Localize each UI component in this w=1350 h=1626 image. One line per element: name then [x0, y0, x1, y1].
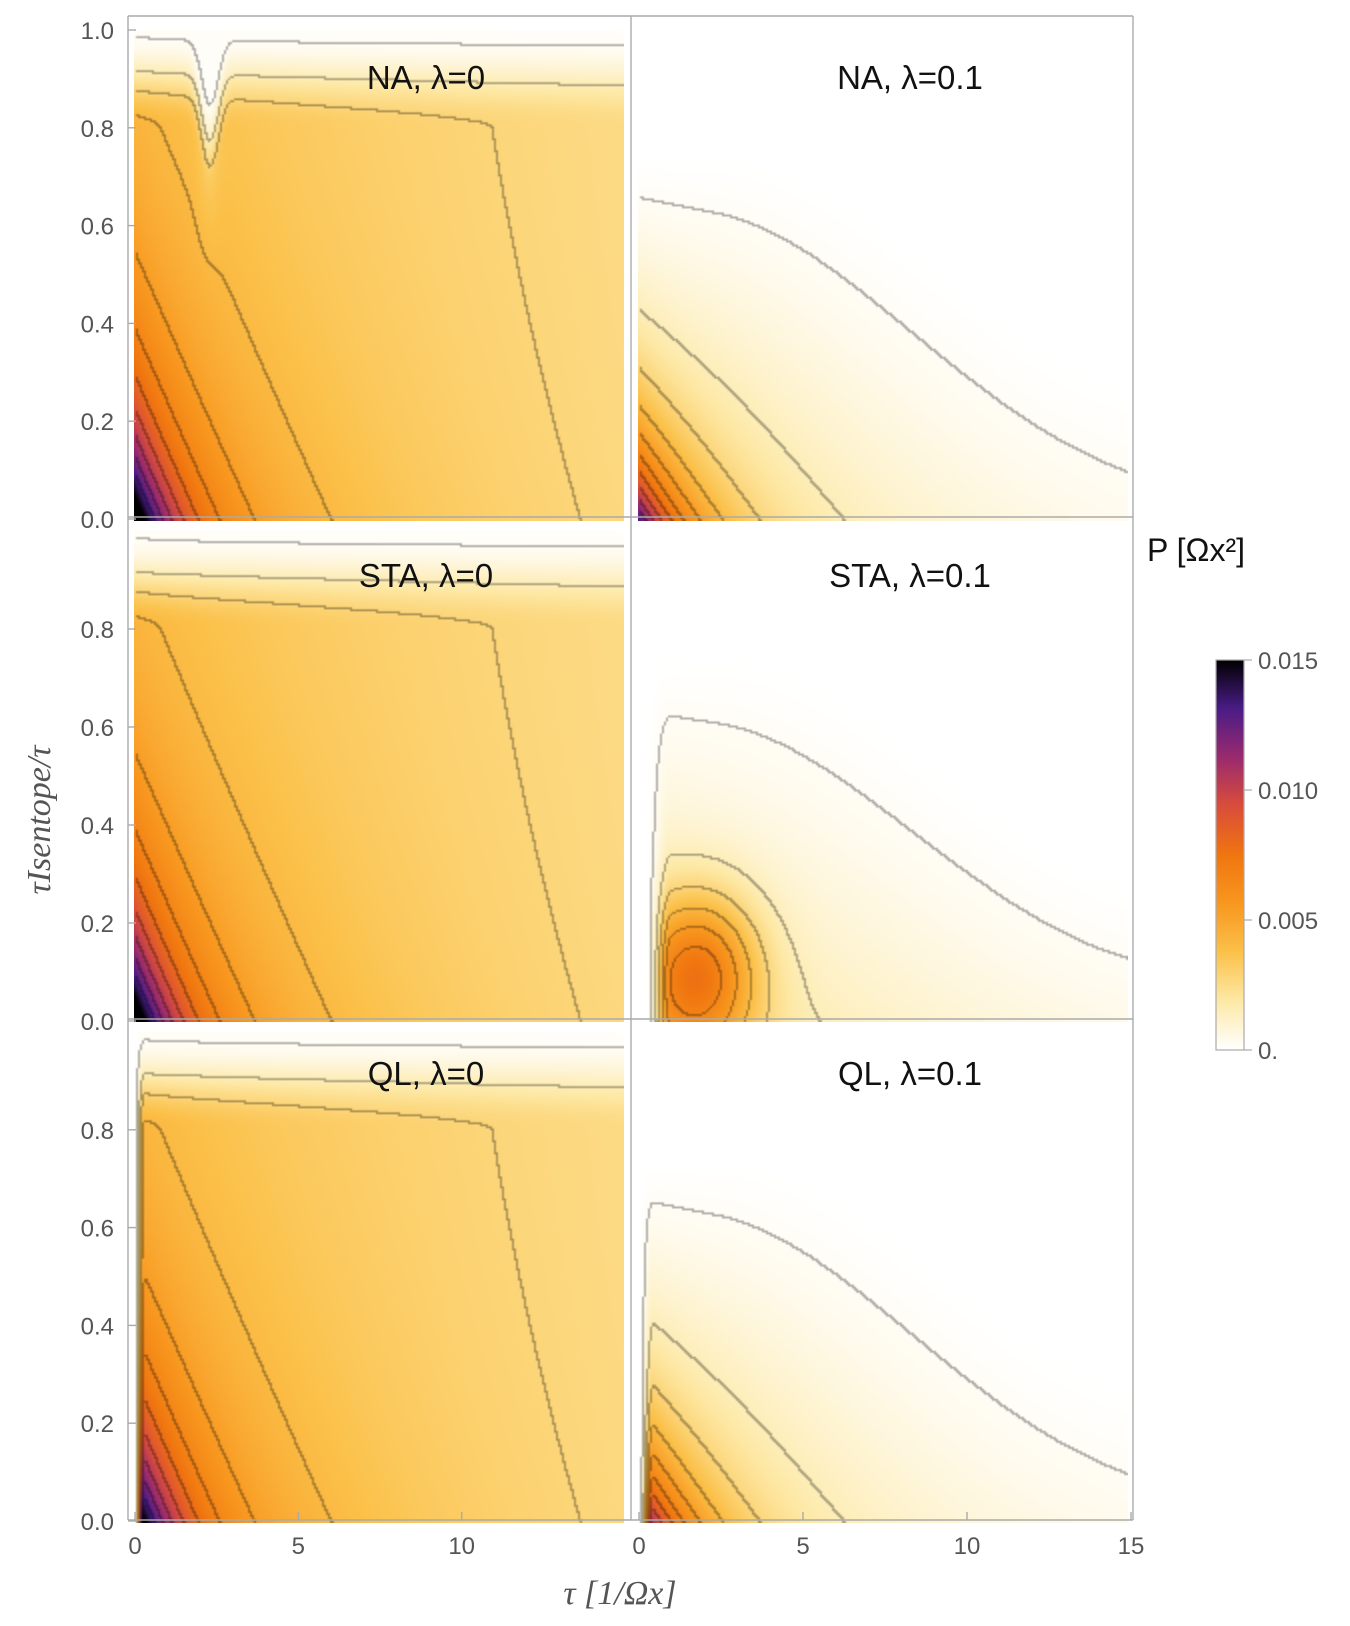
x-tick-label-left-1: 5: [292, 1533, 305, 1560]
y-tick-label-r2-1: 0.2: [81, 1411, 114, 1438]
y-tick-label-r2-2: 0.4: [81, 1313, 114, 1340]
y-tick-label-r0-2: 0.4: [81, 311, 114, 338]
x-tick-label-right-3: 15: [1118, 1533, 1145, 1560]
y-tick-label-r0-1: 0.2: [81, 409, 114, 436]
x-tick-label-right-1: 5: [796, 1533, 809, 1560]
y-tick-label-r2-4: 0.8: [81, 1118, 114, 1145]
heatmap-ql-l01: [638, 1032, 1128, 1523]
colorbar: [1215, 659, 1245, 1051]
heatmap-na-l0: [134, 30, 624, 521]
colorbar-ticks: 0.015 0.010 0.005 0.: [1244, 648, 1318, 1065]
x-tick-label-right-0: 0: [632, 1533, 645, 1560]
y-axis-title: τIsentope/τ: [21, 744, 58, 895]
x-axis-title: τ [1/Ωx]: [563, 1575, 676, 1612]
y-tick-label-r0-5: 1.0: [81, 18, 114, 45]
colorbar-tick-label-3: 0.: [1258, 1038, 1278, 1065]
heatmap-sta-l01: [638, 531, 1128, 1022]
y-tick-label-r1-2: 0.4: [81, 813, 114, 840]
tick-labels: 0.0 0.2 0.4 0.6 0.8 1.0 0.0 0.2 0.4 0.6 0.8 0.0 0.2 0…: [81, 18, 1145, 1560]
y-tick-label-r1-3: 0.6: [81, 715, 114, 742]
heatmap-ql-l0: [134, 1032, 624, 1523]
y-tick-label-r1-4: 0.8: [81, 617, 114, 644]
x-tick-label-left-0: 0: [128, 1533, 141, 1560]
colorbar-tick-label-1: 0.010: [1258, 778, 1318, 805]
panel-title-na-l0: NA, λ=0: [367, 59, 485, 96]
heatmap-na-l01: [638, 30, 1128, 521]
y-tick-label-r1-1: 0.2: [81, 911, 114, 938]
y-tick-label-r1-0: 0.0: [81, 1009, 114, 1036]
panel-heatmaps: [134, 30, 1128, 1523]
y-tick-label-r0-4: 0.8: [81, 116, 114, 143]
x-tick-label-left-2: 10: [448, 1533, 475, 1560]
panel-frames: [127, 15, 1134, 1522]
x-tick-label-right-2: 10: [954, 1533, 981, 1560]
panel-title-na-l01: NA, λ=0.1: [837, 59, 983, 96]
panel-title-ql-l01: QL, λ=0.1: [838, 1055, 982, 1092]
y-tick-label-r0-0: 0.0: [81, 507, 114, 534]
panel-title-sta-l01: STA, λ=0.1: [829, 557, 991, 594]
colorbar-tick-label-2: 0.005: [1258, 908, 1318, 935]
heatmap-sta-l0: [134, 531, 624, 1022]
panel-title-ql-l0: QL, λ=0: [368, 1055, 484, 1092]
y-tick-label-r0-3: 0.6: [81, 214, 114, 241]
colorbar-title: P [Ωx²]: [1147, 532, 1245, 568]
colorbar-tick-label-0: 0.015: [1258, 648, 1318, 675]
panel-title-sta-l0: STA, λ=0: [359, 557, 493, 594]
y-tick-label-r2-3: 0.6: [81, 1216, 114, 1243]
y-tick-label-r2-0: 0.0: [81, 1509, 114, 1536]
